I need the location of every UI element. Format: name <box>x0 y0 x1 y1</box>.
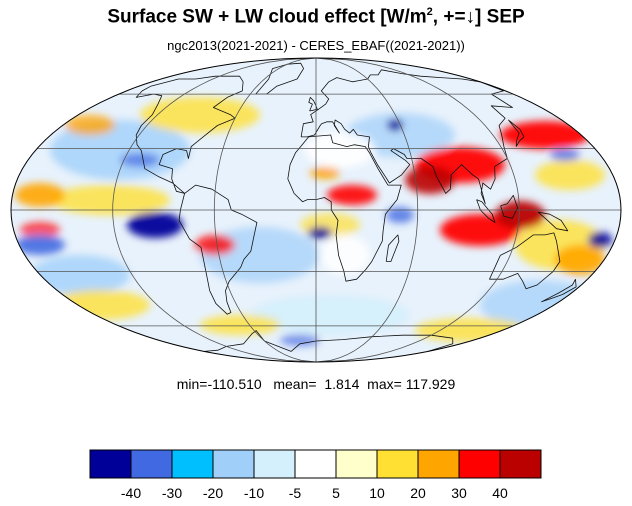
anomaly-patch <box>550 149 580 161</box>
colorbar-box <box>171 449 214 479</box>
coastline-africa <box>287 134 402 282</box>
colorbar-tick-label: -40 <box>121 485 141 501</box>
colorbar-tick-label: -20 <box>203 485 223 501</box>
globe-outline <box>10 57 622 363</box>
anomaly-patch <box>50 290 150 320</box>
plot-subtitle: ngc2013(2021-2021) - CERES_EBAF((2021-20… <box>167 38 465 53</box>
colorbar-tick-label: 10 <box>369 485 385 501</box>
anomaly-patch <box>415 318 525 342</box>
colorbar-box <box>458 449 501 479</box>
coastline-uk <box>308 97 318 112</box>
anomaly-patch <box>535 160 605 190</box>
meridian-line <box>112 57 317 363</box>
anomaly-patch <box>50 185 170 215</box>
colorbar-box <box>130 449 173 479</box>
coastline-borneo <box>500 195 518 219</box>
anomaly-patches <box>15 97 612 346</box>
mollweide-map <box>10 57 622 363</box>
anomaly-patch <box>15 235 65 255</box>
statistics-line: min=-110.510 mean= 1.814 max= 117.929 <box>0 376 632 392</box>
plot-title: Surface SW + LW cloud effect [W/m2, +=↓]… <box>107 6 525 28</box>
anomaly-patch <box>30 255 130 295</box>
colorbar-box <box>212 449 255 479</box>
colorbar-box <box>499 449 542 479</box>
coastline-madagascar <box>385 234 400 262</box>
anomaly-patch <box>386 207 414 223</box>
colorbar-tick-label: 20 <box>410 485 426 501</box>
anomaly-patch <box>305 132 375 168</box>
anomaly-patch <box>588 232 612 248</box>
colorbar-box <box>417 449 460 479</box>
colorbar-box <box>253 449 296 479</box>
colorbar-tick-label: -5 <box>289 485 302 501</box>
colorbar-tick-label: -10 <box>244 485 264 501</box>
colorbar-box <box>376 449 419 479</box>
anomaly-patch <box>195 235 235 255</box>
anomaly-patch <box>140 97 260 133</box>
coastline-new-zealand <box>541 279 577 303</box>
anomaly-patch <box>555 245 605 275</box>
anomaly-patch <box>308 227 332 239</box>
max-value: 117.929 <box>405 376 456 392</box>
max-label: max= <box>367 376 402 392</box>
anomaly-patch <box>250 295 410 335</box>
anomaly-patch <box>405 166 455 194</box>
mean-label: mean= <box>273 376 317 392</box>
anomaly-patch <box>327 185 377 205</box>
anomaly-patch <box>200 315 280 335</box>
coastline-japan <box>508 119 525 147</box>
meridian-line <box>315 57 419 363</box>
colorbar-tick-label: 5 <box>332 485 340 501</box>
anomaly-patch <box>15 183 65 207</box>
anomaly-patch <box>310 167 340 179</box>
coastline-antarctica <box>204 330 454 352</box>
anomaly-patch <box>495 201 545 229</box>
anomaly-patch <box>320 235 370 275</box>
mean-value: 1.814 <box>324 376 360 392</box>
anomaly-patch <box>50 120 190 180</box>
anomaly-patch <box>65 115 115 135</box>
coastline-south-america <box>178 184 258 315</box>
graticule <box>11 57 621 363</box>
colorbar-box <box>294 449 337 479</box>
colorbar-tick-label: -30 <box>162 485 182 501</box>
colorbar-tick-label: 30 <box>451 485 467 501</box>
coastline-new-guinea <box>537 211 569 232</box>
colorbar-labels: -40 -30 -20 -10 -5 5 10 20 30 40 <box>121 485 508 501</box>
anomaly-patch <box>120 153 160 167</box>
meridian-line <box>213 57 317 363</box>
colorbar-box <box>335 449 378 479</box>
min-label: min= <box>176 376 208 392</box>
colorbar-box <box>89 449 132 479</box>
anomaly-patch <box>280 334 320 346</box>
anomaly-patch <box>500 121 590 149</box>
colorbar-boxes <box>89 449 542 479</box>
anomaly-patch <box>127 212 183 238</box>
colorbar: -40 -30 -20 -10 -5 5 10 20 30 40 <box>89 449 542 501</box>
coastline-north-america <box>135 75 244 194</box>
anomaly-patch <box>20 222 60 238</box>
colorbar-tick-label: 40 <box>492 485 508 501</box>
meridian-line <box>315 57 520 363</box>
min-value: -110.510 <box>207 376 262 392</box>
